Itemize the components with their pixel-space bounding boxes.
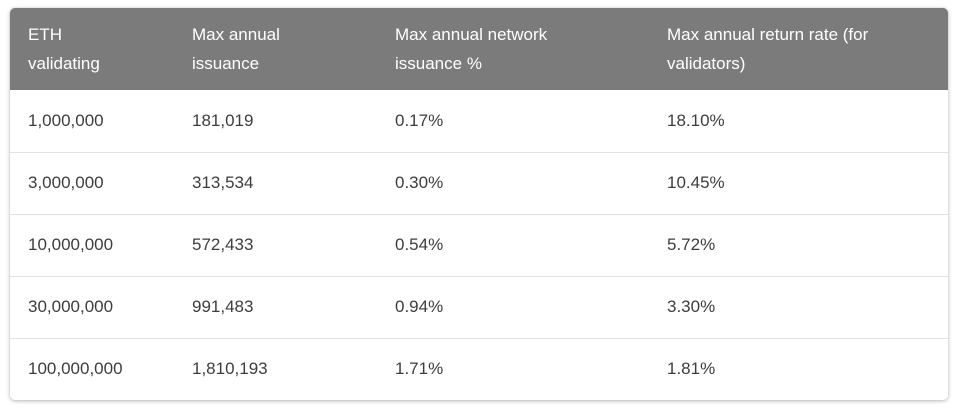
column-header-max-annual-network-issuance-pct: Max annual network issuance %	[377, 8, 649, 90]
cell-max-annual-return-rate: 1.81%	[649, 337, 948, 400]
cell-max-annual-return-rate: 3.30%	[649, 275, 948, 338]
cell-max-annual-network-issuance-pct: 1.71%	[377, 337, 649, 400]
cell-eth-validating: 100,000,000	[10, 337, 174, 400]
table-row: 10,000,000 572,433 0.54% 5.72%	[10, 213, 948, 276]
table-header: ETH validating Max annual issuance Max a…	[10, 8, 948, 90]
cell-eth-validating: 10,000,000	[10, 213, 174, 276]
table-row: 3,000,000 313,534 0.30% 10.45%	[10, 151, 948, 214]
cell-max-annual-issuance: 572,433	[174, 213, 377, 276]
table-row: 1,000,000 181,019 0.17% 18.10%	[10, 90, 948, 152]
cell-max-annual-network-issuance-pct: 0.30%	[377, 151, 649, 214]
column-header-max-annual-issuance: Max annual issuance	[174, 8, 377, 90]
table-row: 30,000,000 991,483 0.94% 3.30%	[10, 275, 948, 338]
table-row: 100,000,000 1,810,193 1.71% 1.81%	[10, 337, 948, 400]
cell-max-annual-return-rate: 10.45%	[649, 151, 948, 214]
validator-economics-table-card: ETH validating Max annual issuance Max a…	[10, 8, 948, 400]
header-row: ETH validating Max annual issuance Max a…	[10, 8, 948, 90]
cell-eth-validating: 3,000,000	[10, 151, 174, 214]
cell-max-annual-issuance: 1,810,193	[174, 337, 377, 400]
cell-eth-validating: 1,000,000	[10, 90, 174, 152]
cell-max-annual-network-issuance-pct: 0.17%	[377, 90, 649, 152]
cell-eth-validating: 30,000,000	[10, 275, 174, 338]
validator-economics-table: ETH validating Max annual issuance Max a…	[10, 8, 948, 400]
cell-max-annual-issuance: 181,019	[174, 90, 377, 152]
cell-max-annual-return-rate: 18.10%	[649, 90, 948, 152]
cell-max-annual-return-rate: 5.72%	[649, 213, 948, 276]
cell-max-annual-issuance: 313,534	[174, 151, 377, 214]
cell-max-annual-network-issuance-pct: 0.94%	[377, 275, 649, 338]
cell-max-annual-network-issuance-pct: 0.54%	[377, 213, 649, 276]
column-header-max-annual-return-rate: Max annual return rate (for validators)	[649, 8, 948, 90]
column-header-eth-validating: ETH validating	[10, 8, 174, 90]
table-body: 1,000,000 181,019 0.17% 18.10% 3,000,000 313,…	[10, 90, 948, 400]
cell-max-annual-issuance: 991,483	[174, 275, 377, 338]
